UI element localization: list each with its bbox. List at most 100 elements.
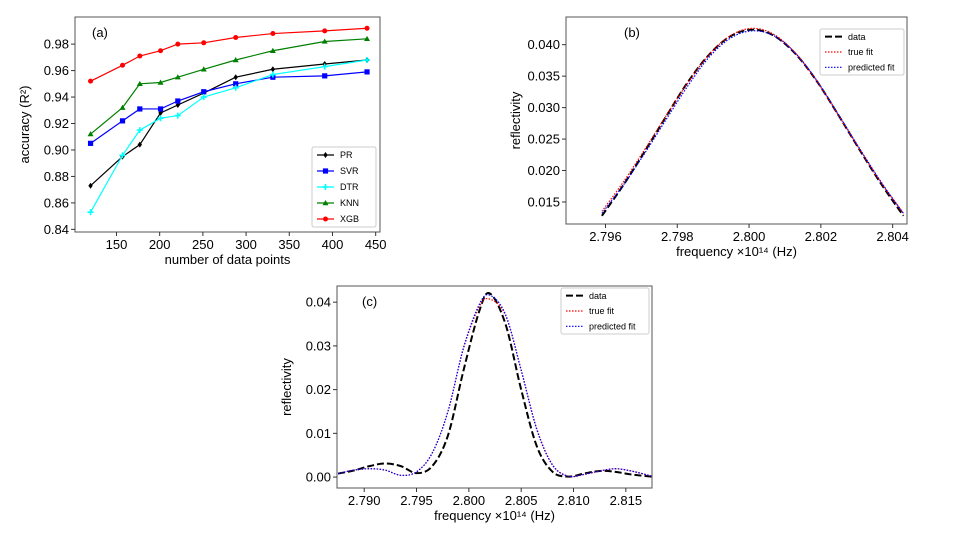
y-tick-label: 0.92: [44, 116, 69, 131]
series-line-predicted-fit: [337, 294, 652, 478]
x-tick-label: 200: [149, 237, 171, 252]
series-line-svr: [90, 71, 368, 144]
y-axis-label: reflectivity: [279, 358, 294, 416]
legend-label: DTR: [340, 182, 359, 192]
axes-frame: [336, 285, 653, 489]
x-tick-label: 2.800: [453, 493, 486, 508]
series-line-knn: [90, 38, 368, 135]
x-tick-label: 2.798: [661, 229, 694, 244]
data-point-knn: [157, 79, 164, 85]
series-line-predicted-fit: [601, 30, 904, 214]
y-tick-label: 0.01: [306, 426, 331, 441]
data-point-dtr: [157, 115, 164, 122]
legend-label: SVR: [340, 166, 359, 176]
y-tick-label: 0.98: [44, 37, 69, 52]
data-point-dtr: [119, 152, 126, 159]
series-line-pr: [90, 59, 368, 187]
series-line-xgb: [90, 27, 368, 82]
legend-item: data: [825, 32, 866, 42]
legend-label: true fit: [589, 306, 615, 316]
data-point-svr: [364, 69, 370, 75]
data-point-dtr: [200, 94, 207, 101]
x-axis-label: frequency ×10¹⁴ (Hz): [434, 508, 555, 523]
legend-box: [560, 287, 650, 335]
x-tick-label: 2.804: [876, 229, 909, 244]
data-point-xgb: [233, 35, 239, 41]
x-tick-label: 350: [278, 237, 300, 252]
legend-item: true fit: [566, 306, 615, 316]
data-point-knn: [136, 80, 143, 87]
legend-item: KNN: [317, 198, 359, 208]
legend: data true fit predicted fit: [819, 28, 905, 76]
y-tick-label: 0.00: [306, 470, 331, 485]
chart-panel-c: 2.790 2.795 2.800 2.805 2.810 2.815 0.00 0.01 0.…: [279, 285, 653, 523]
data-point-pr: [137, 141, 143, 148]
data-point-knn: [364, 35, 371, 42]
y-tick-label: 0.94: [44, 90, 69, 105]
series-group: [601, 27, 905, 217]
legend-marker: [323, 152, 328, 158]
chart-panel-a: 150 200 250 300 350 400 450 0.84 0.86 0.88 0.90 0.9…: [17, 16, 387, 267]
data-point-svr: [175, 98, 181, 104]
y-tick-label: 0.03: [306, 338, 331, 353]
y-tick-label: 0.86: [44, 195, 69, 210]
data-point-svr: [322, 73, 328, 79]
data-point-knn: [87, 131, 94, 137]
legend-label: true fit: [848, 47, 874, 57]
data-point-dtr: [269, 71, 276, 78]
data-point-dtr: [364, 57, 371, 63]
legend-marker: [323, 216, 328, 222]
data-point-knn: [269, 47, 276, 53]
data-point-xgb: [270, 31, 276, 37]
y-tick-label: 0.90: [44, 142, 69, 157]
data-point-dtr: [232, 84, 239, 91]
series-group: [87, 25, 371, 216]
y-tick-label: 0.02: [306, 382, 331, 397]
data-point-pr: [233, 74, 238, 81]
legend-label: data: [589, 291, 607, 301]
x-axis-label: frequency ×10¹⁴ (Hz): [676, 244, 797, 259]
data-point-xgb: [137, 53, 143, 59]
data-point-xgb: [88, 78, 94, 84]
data-point-svr: [233, 81, 239, 87]
x-tick-label: 400: [322, 237, 344, 252]
data-point-svr: [87, 140, 94, 146]
legend-label: XGB: [340, 214, 359, 224]
y-tick-label: 0.96: [44, 63, 69, 78]
data-point-knn: [232, 57, 239, 63]
data-point-pr: [175, 101, 181, 108]
series-line-data: [337, 292, 652, 478]
x-tick-label: 2.795: [400, 493, 433, 508]
y-tick-label: 0.04: [306, 295, 331, 310]
legend-item: predicted fit: [566, 322, 636, 332]
data-point-xgb: [158, 48, 164, 54]
data-point-xgb: [120, 62, 126, 68]
x-axis-label: number of data points: [165, 252, 291, 267]
legend: PR SVR DTR KNN XGB: [311, 146, 377, 228]
data-point-pr: [88, 182, 93, 189]
y-tick-label: 0.84: [44, 222, 69, 237]
legend-label: predicted fit: [848, 63, 895, 73]
data-point-knn: [321, 38, 328, 44]
y-tick-label: 0.030: [527, 100, 560, 115]
axes-frame: [565, 16, 908, 225]
x-tick-label: 2.815: [610, 493, 643, 508]
axes-frame: [74, 16, 381, 233]
legend: data true fit predicted fit: [560, 287, 650, 335]
legend-item: predicted fit: [825, 63, 895, 73]
legend-box: [311, 146, 377, 228]
data-point-svr: [201, 89, 207, 95]
data-point-xgb: [175, 41, 181, 47]
y-tick-label: 0.015: [527, 194, 560, 209]
data-point-svr: [119, 118, 126, 124]
x-tick-label: 250: [192, 237, 214, 252]
data-point-dtr: [87, 209, 94, 216]
legend-marker: [322, 184, 329, 190]
legend-item: XGB: [317, 214, 359, 224]
x-tick-label: 2.796: [589, 229, 622, 244]
x-tick-label: 2.790: [348, 493, 381, 508]
data-point-xgb: [201, 40, 207, 46]
y-tick-label: 0.040: [527, 37, 560, 52]
x-tick-label: 150: [106, 237, 128, 252]
